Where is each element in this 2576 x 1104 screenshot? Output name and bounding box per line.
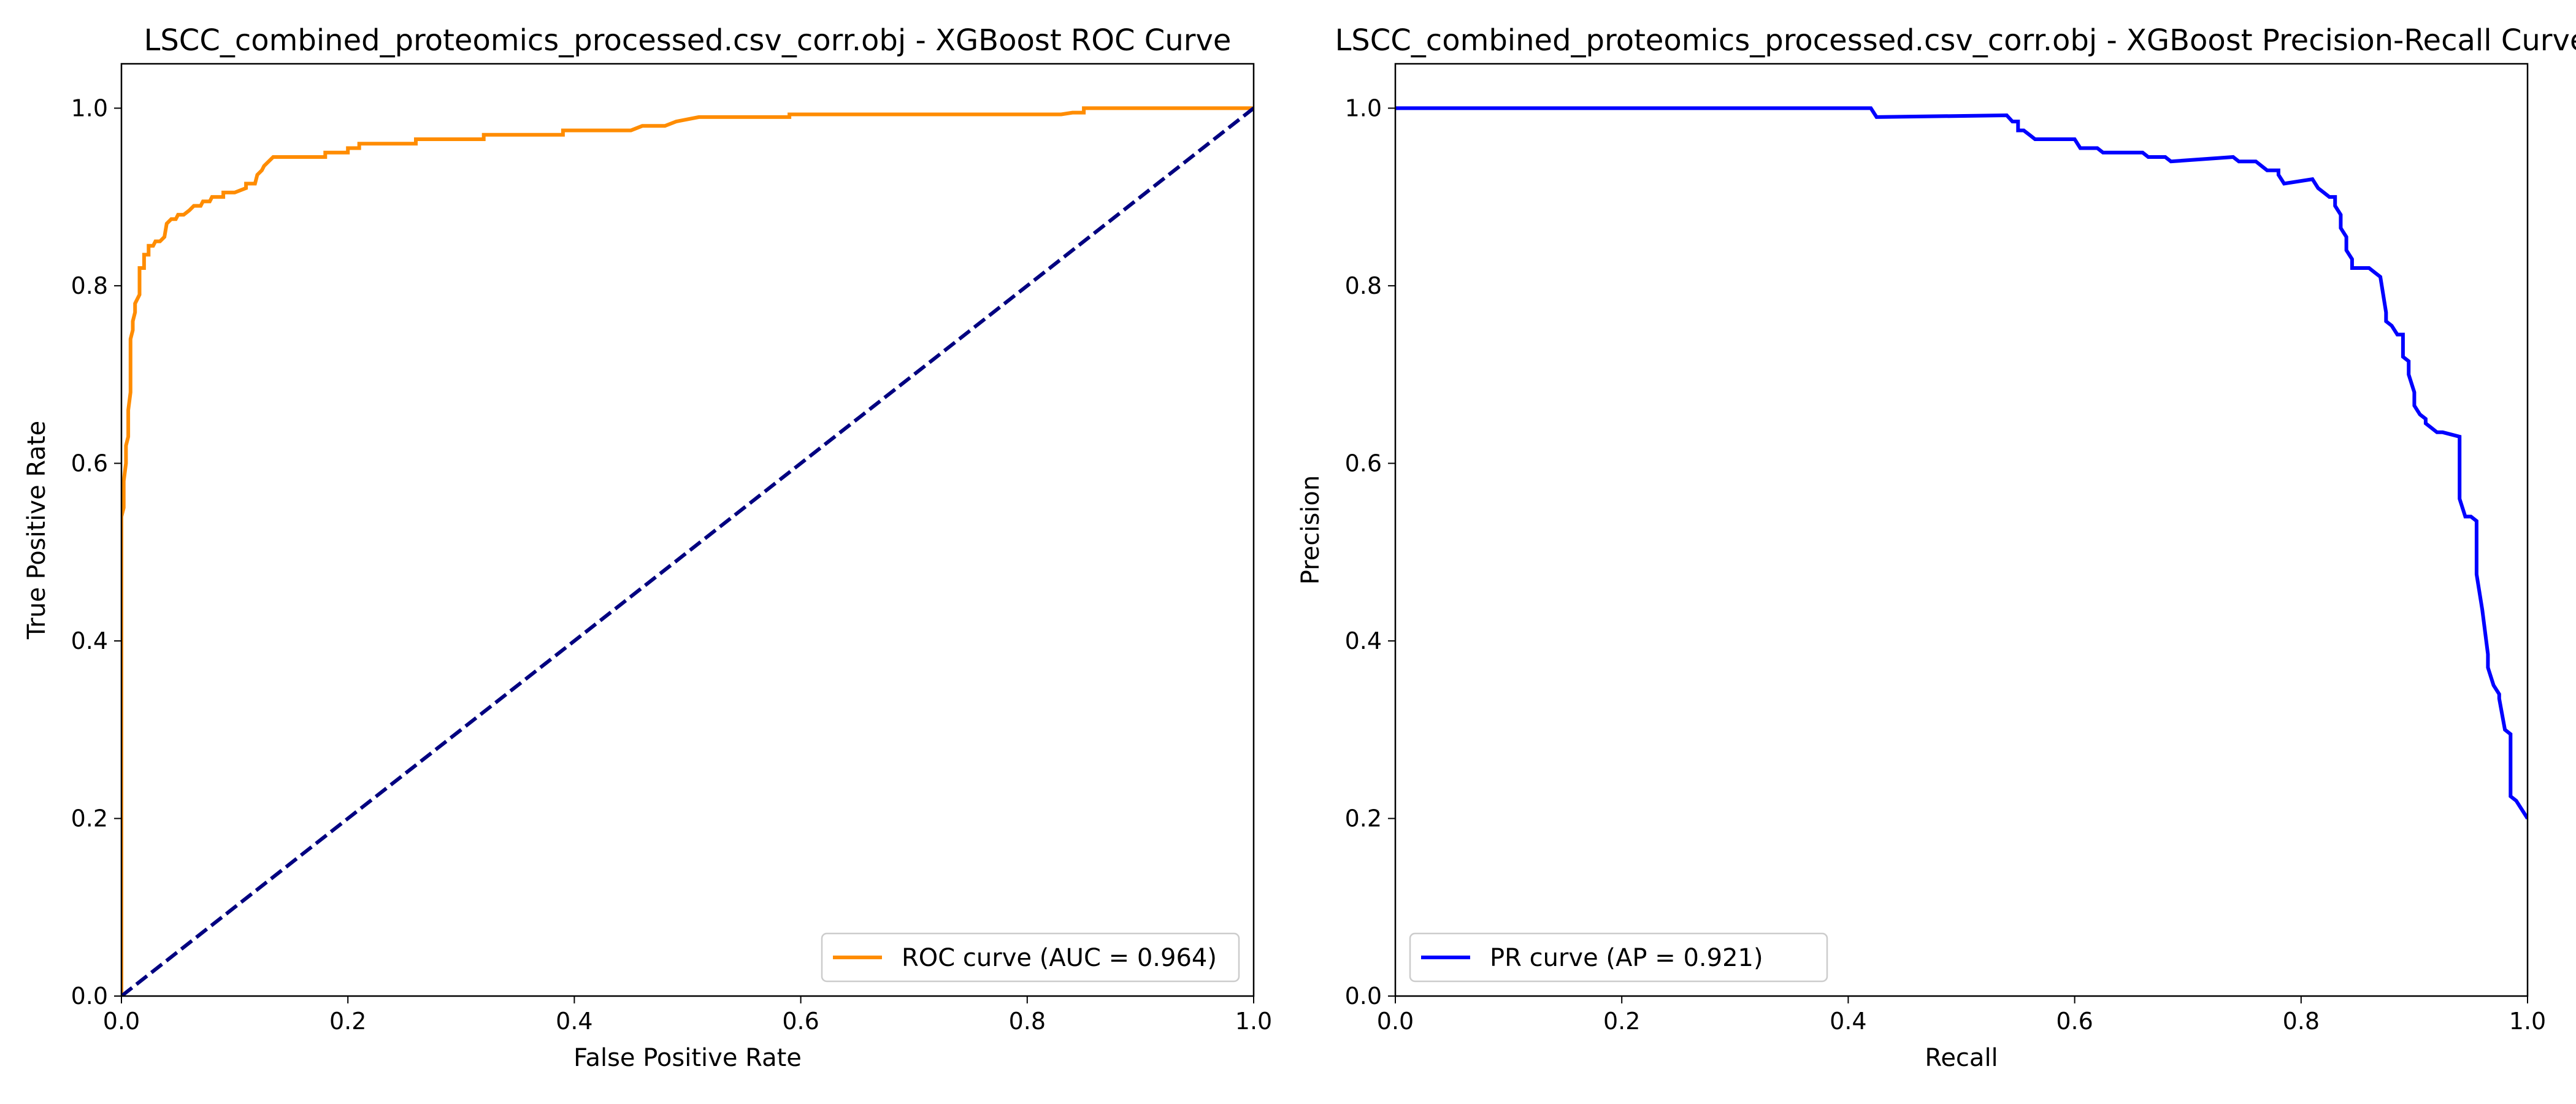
pr-x-tick-label: 0.8 [2283,1008,2320,1035]
roc-x-tick-label: 0.6 [782,1008,819,1035]
pr-x-tick-label: 0.0 [1377,1008,1414,1035]
pr-chart-title: LSCC_combined_proteomics_processed.csv_c… [1335,23,2576,58]
pr-x-tick-label: 0.4 [1830,1008,1866,1035]
roc-series-line-0 [121,106,1254,996]
precision-recall-chart: LSCC_combined_proteomics_processed.csv_c… [1297,23,2576,1072]
pr-x-tick-label: 1.0 [2509,1008,2546,1035]
roc-series-line-1 [121,107,1254,996]
pr-x-tick-label: 0.2 [1603,1008,1640,1035]
roc-x-axis-label: False Positive Rate [573,1044,802,1072]
roc-chart-title: LSCC_combined_proteomics_processed.csv_c… [144,23,1232,58]
pr-legend-label: PR curve (AP = 0.921) [1490,944,1763,972]
pr-y-tick-label: 0.6 [1345,450,1382,477]
pr-legend-box [1409,932,1828,983]
roc-x-tick-label: 0.8 [1009,1008,1046,1035]
roc-y-tick-label: 0.0 [71,983,108,1010]
pr-plot-frame [1394,63,2529,997]
roc-x-tick-label: 0.0 [103,1008,140,1035]
roc-x-tick-label: 0.4 [556,1008,592,1035]
pr-y-tick-label: 0.0 [1345,983,1382,1010]
roc-chart: LSCC_combined_proteomics_processed.csv_c… [23,23,1272,1072]
roc-x-tick-label: 0.2 [329,1008,366,1035]
roc-plot-frame [120,63,1255,997]
roc-y-tick-label: 0.8 [71,272,108,299]
pr-y-tick-label: 1.0 [1345,94,1382,121]
pr-y-tick-label: 0.4 [1345,627,1382,654]
roc-x-tick-label: 1.0 [1235,1008,1272,1035]
roc-legend-box [821,932,1240,983]
pr-x-axis-label: Recall [1925,1044,1998,1072]
roc-y-tick-label: 0.6 [71,450,108,477]
roc-y-tick-label: 1.0 [71,94,108,121]
pr-y-axis-label: Precision [1297,475,1325,585]
pr-y-tick-label: 0.8 [1345,272,1382,299]
roc-y-axis-label: True Positive Rate [23,421,51,640]
pr-series-line-0 [1395,106,2528,820]
pr-x-tick-label: 0.6 [2056,1008,2093,1035]
roc-y-tick-label: 0.4 [71,627,108,654]
roc-y-tick-label: 0.2 [71,805,108,832]
pr-y-tick-label: 0.2 [1345,805,1382,832]
roc-legend-label: ROC curve (AUC = 0.964) [902,944,1217,972]
